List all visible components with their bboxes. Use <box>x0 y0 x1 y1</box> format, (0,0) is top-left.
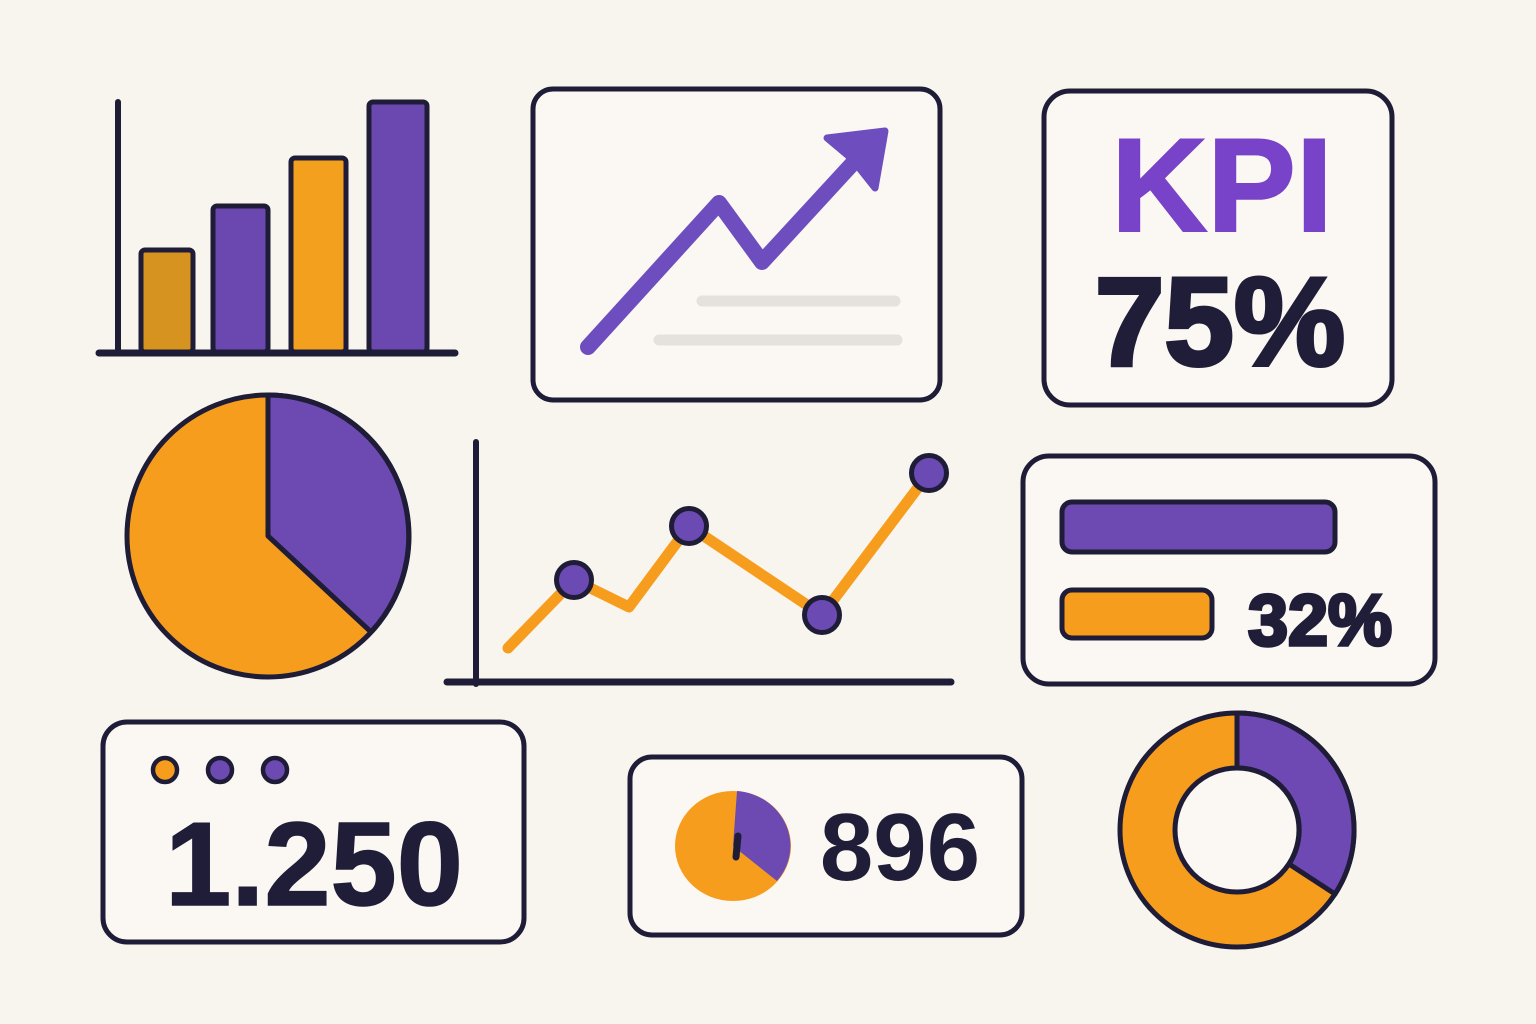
svg-text:1.250: 1.250 <box>165 798 463 931</box>
svg-text:75%: 75% <box>1095 253 1345 392</box>
svg-text:32%: 32% <box>1248 581 1392 661</box>
svg-text:KPI: KPI <box>1111 112 1333 260</box>
svg-text:896: 896 <box>820 794 980 901</box>
